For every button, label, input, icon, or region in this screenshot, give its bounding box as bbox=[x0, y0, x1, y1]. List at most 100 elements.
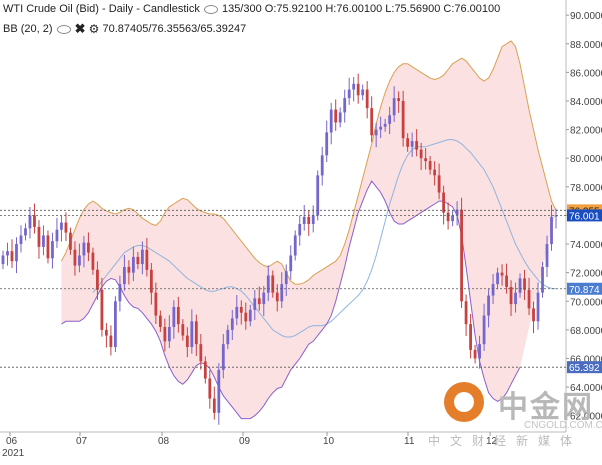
candle bbox=[244, 312, 248, 322]
candle bbox=[271, 275, 275, 293]
candle bbox=[208, 378, 212, 399]
candle bbox=[307, 216, 311, 225]
candle bbox=[361, 89, 365, 96]
candle bbox=[352, 83, 356, 90]
candle bbox=[329, 109, 333, 133]
candle bbox=[419, 149, 423, 159]
y-tick-label: 88.0000 bbox=[570, 40, 602, 51]
candle bbox=[105, 329, 108, 336]
candle bbox=[365, 89, 369, 109]
candle bbox=[109, 335, 113, 348]
candle bbox=[487, 295, 490, 316]
candle bbox=[96, 269, 99, 290]
gear-icon[interactable]: ⚙ bbox=[88, 22, 100, 36]
close-icon[interactable]: ✖ bbox=[74, 21, 86, 36]
candle bbox=[212, 398, 216, 413]
candle bbox=[338, 112, 342, 123]
candle bbox=[343, 98, 347, 113]
candle bbox=[203, 361, 207, 379]
eye-icon[interactable] bbox=[56, 24, 71, 34]
x-tick-label: 10 bbox=[323, 436, 335, 447]
x-tick-label: 12 bbox=[486, 436, 498, 447]
candle bbox=[455, 209, 459, 216]
candle bbox=[401, 100, 405, 139]
chart-header: WTI Crude Oil (Bid) - Daily - Candlestic… bbox=[3, 3, 500, 15]
candle bbox=[118, 284, 122, 302]
candle bbox=[550, 216, 553, 245]
candle bbox=[33, 215, 36, 227]
candle bbox=[469, 324, 472, 350]
x-tick-label: 06 bbox=[6, 436, 18, 447]
candle bbox=[73, 249, 77, 266]
candle bbox=[114, 301, 117, 348]
candle bbox=[311, 215, 315, 225]
candle bbox=[163, 327, 167, 342]
candle bbox=[482, 315, 486, 345]
bb-values: 70.87405/76.35563/65.39247 bbox=[102, 22, 247, 35]
candle bbox=[410, 141, 414, 147]
candle bbox=[51, 241, 54, 259]
candle bbox=[262, 292, 266, 305]
price-tag-label: 70.874 bbox=[569, 285, 600, 296]
candle bbox=[496, 272, 499, 285]
candle bbox=[514, 292, 517, 305]
candle bbox=[532, 308, 535, 322]
candle bbox=[541, 266, 544, 293]
y-tick-label: 70.0000 bbox=[570, 297, 602, 308]
x-tick-label: 08 bbox=[158, 436, 170, 447]
candle bbox=[284, 271, 288, 285]
candle bbox=[320, 155, 324, 176]
y-tick-label: 62.0000 bbox=[570, 412, 602, 423]
bb-label: BB (20, 2) bbox=[3, 22, 53, 35]
candle bbox=[491, 284, 495, 296]
candle bbox=[460, 209, 463, 302]
candle bbox=[374, 129, 378, 136]
candle bbox=[221, 344, 225, 370]
candle bbox=[78, 255, 81, 266]
y-tick-label: 90.0000 bbox=[570, 11, 602, 22]
candle bbox=[42, 235, 45, 247]
candle bbox=[87, 242, 90, 253]
candle bbox=[1, 255, 5, 265]
candle bbox=[518, 278, 522, 293]
candle bbox=[478, 344, 481, 359]
candle bbox=[46, 235, 50, 259]
candle bbox=[154, 292, 158, 316]
candle bbox=[316, 175, 320, 216]
candle bbox=[464, 301, 468, 325]
bar-count: 135/300 bbox=[221, 3, 262, 15]
candle bbox=[325, 132, 329, 156]
candle bbox=[190, 321, 194, 348]
candle bbox=[230, 318, 234, 330]
candle bbox=[347, 89, 351, 99]
candle bbox=[149, 269, 153, 293]
candle bbox=[554, 215, 558, 217]
candle bbox=[226, 329, 230, 345]
candle bbox=[167, 327, 171, 342]
candle bbox=[545, 244, 549, 267]
candle bbox=[140, 249, 144, 265]
instrument-title: WTI Crude Oil (Bid) - Daily - Candlestic… bbox=[3, 3, 200, 15]
candle bbox=[235, 306, 239, 319]
candle bbox=[298, 224, 302, 236]
candle bbox=[406, 138, 410, 147]
watermark-sub: 中文财经新媒体 bbox=[428, 434, 583, 448]
y-tick-label: 80.0000 bbox=[570, 154, 602, 165]
candle bbox=[379, 126, 383, 130]
candle bbox=[280, 284, 284, 302]
candle bbox=[181, 324, 185, 336]
candle bbox=[253, 298, 257, 310]
candle bbox=[82, 242, 86, 256]
x-tick-label: 07 bbox=[76, 436, 88, 447]
candle bbox=[473, 349, 477, 359]
year-label: 2021 bbox=[2, 448, 25, 459]
candle bbox=[122, 266, 126, 285]
candle bbox=[24, 228, 27, 236]
eye-icon[interactable] bbox=[203, 4, 218, 14]
indicator-header: BB (20, 2) ✖ ⚙ 70.87405/76.35563/65.3924… bbox=[3, 21, 246, 37]
candle bbox=[451, 215, 454, 222]
candle bbox=[100, 289, 104, 330]
candle bbox=[37, 226, 41, 247]
middle-band-line bbox=[92, 139, 557, 338]
